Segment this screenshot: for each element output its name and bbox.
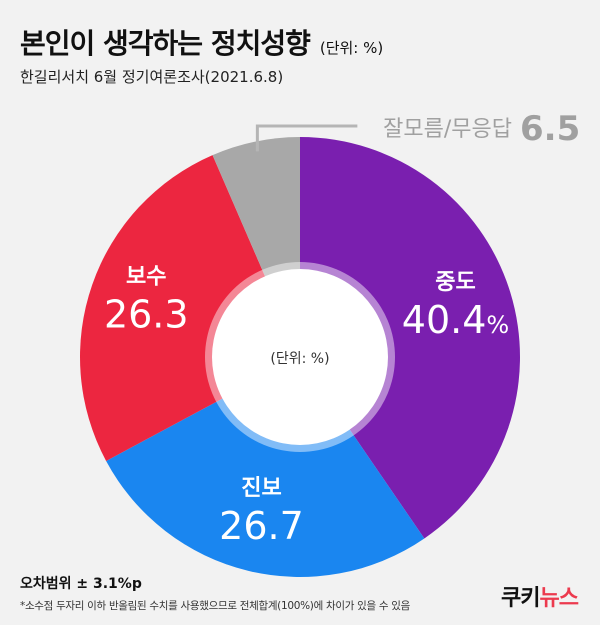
slice-value-2: 26.3 <box>104 292 189 336</box>
center-label: (단위: %) <box>270 351 329 367</box>
brand-logo: 쿠키뉴스 <box>501 580 579 612</box>
slice-value-3: 6.5 <box>520 109 580 149</box>
slice-label-1: 진보 <box>241 476 281 501</box>
labels-group: 중도 40.4% 진보 26.7 보수 26.3 잘모름/무응답 6.5 <box>104 109 580 548</box>
slice-1 <box>106 357 425 577</box>
logo-main: 쿠키 <box>501 586 540 611</box>
slice-0 <box>300 137 520 539</box>
donut-hole <box>212 269 388 445</box>
title-text: 본인이 생각하는 정치성향 <box>20 27 311 60</box>
slice-label-0: 중도 <box>435 270 475 295</box>
slice-label-2: 보수 <box>126 264 166 289</box>
logo-accent: 뉴스 <box>539 586 579 611</box>
footnote: *소수점 두자리 이하 반올림된 수치를 사용했으므로 전체합계(100%)에 … <box>20 600 410 612</box>
page-subtitle: 한길리서치 6월 정기여론조사(2021.6.8) <box>20 68 284 86</box>
page-title: 본인이 생각하는 정치성향 (단위: %) <box>20 22 383 62</box>
slice-value-1: 26.7 <box>219 504 304 548</box>
margin-of-error: 오차범위 ± 3.1%p <box>20 576 142 592</box>
slice-value-0: 40.4% <box>402 298 509 342</box>
slice-label-3: 잘모름/무응답 <box>383 117 512 142</box>
title-unit: (단위: %) <box>319 39 384 57</box>
leader-line-3 <box>255 124 358 152</box>
